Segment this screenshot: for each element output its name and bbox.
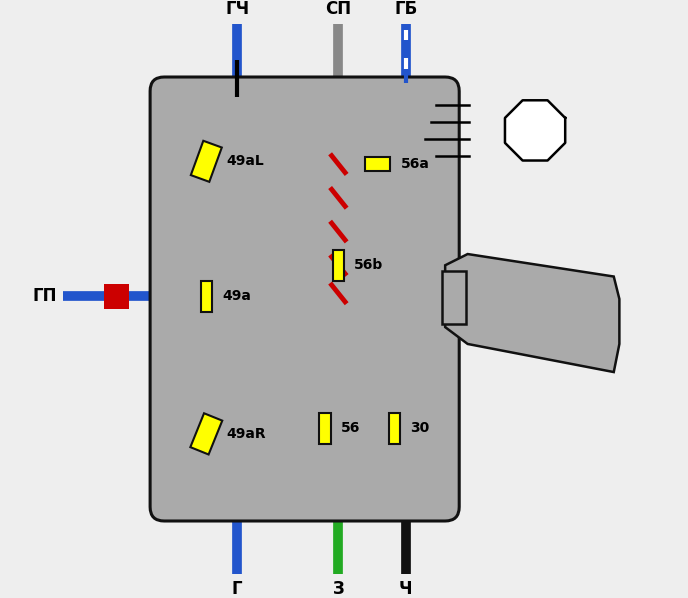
FancyBboxPatch shape	[104, 284, 129, 309]
Text: СП: СП	[325, 0, 352, 18]
Text: ГБ: ГБ	[394, 0, 418, 18]
Text: 49a: 49a	[222, 289, 251, 303]
Text: 56a: 56a	[400, 157, 429, 171]
Polygon shape	[505, 100, 566, 160]
Text: З: З	[332, 580, 344, 598]
Polygon shape	[201, 280, 212, 312]
Text: 30: 30	[410, 421, 429, 435]
FancyBboxPatch shape	[150, 77, 459, 521]
Text: 56b: 56b	[354, 258, 383, 272]
FancyBboxPatch shape	[442, 271, 466, 324]
Polygon shape	[389, 413, 400, 444]
Polygon shape	[333, 250, 344, 280]
Text: ГП: ГП	[33, 287, 57, 305]
Text: Г: Г	[232, 580, 243, 598]
Text: 49aR: 49aR	[226, 427, 266, 441]
Text: Ч: Ч	[399, 580, 413, 598]
Polygon shape	[445, 254, 619, 372]
Polygon shape	[319, 413, 330, 444]
Polygon shape	[365, 157, 390, 171]
Text: ГЧ: ГЧ	[225, 0, 249, 18]
Text: 49aL: 49aL	[226, 154, 264, 168]
Polygon shape	[191, 413, 222, 454]
Text: 56: 56	[341, 421, 360, 435]
Polygon shape	[191, 141, 222, 182]
